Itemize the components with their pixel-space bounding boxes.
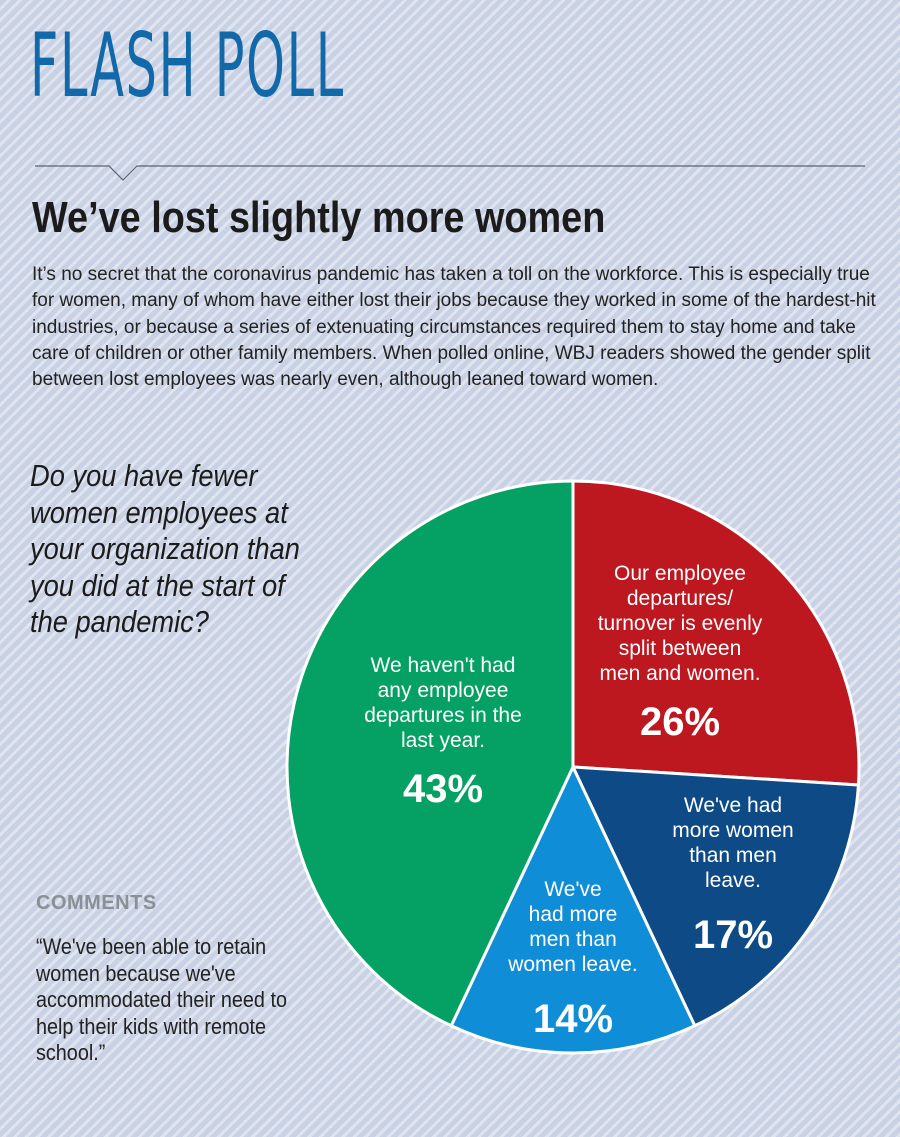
slice-label-line: leave. xyxy=(705,869,761,892)
comment-quote: “We've been able to retain women because… xyxy=(36,934,287,1065)
slice-label: We've had more men than women leave. xyxy=(507,878,638,976)
slice-label-line: than men xyxy=(689,844,777,867)
slice-label-line: departures in the xyxy=(364,704,522,727)
slice-label-line: had more xyxy=(529,903,618,926)
slice-label-line: turnover is evenly xyxy=(598,612,763,635)
slice-label-line: split between xyxy=(619,637,742,660)
comments-heading: COMMENTS xyxy=(36,892,157,914)
slice-label: Our employee departures/turnover is evenl… xyxy=(598,562,763,685)
pie-slice xyxy=(285,479,575,1028)
headline: We’ve lost slightly more women xyxy=(32,193,606,242)
slice-label-line: We've xyxy=(544,878,601,901)
masthead-divider xyxy=(35,165,865,181)
slice-label-line: men than xyxy=(529,928,617,951)
slice-value: 17% xyxy=(693,913,773,957)
pie-slice xyxy=(571,765,860,1028)
poll-question: Do you have fewer women employees at you… xyxy=(30,458,300,639)
slice-label-line: men and women. xyxy=(599,662,760,685)
slice-label-line: We haven't had xyxy=(371,654,516,677)
slice-label-line: We've had xyxy=(684,794,782,817)
slice-label: We've had more women than men leave. xyxy=(672,794,793,892)
pie-slice xyxy=(449,765,697,1055)
slice-label-line: any employee xyxy=(378,679,509,702)
intro-paragraph: It’s no secret that the coronavirus pand… xyxy=(32,264,876,391)
slice-label: We haven't had any employee departures in … xyxy=(364,654,522,752)
slice-value: 26% xyxy=(640,700,720,744)
masthead-title: FLASH POLL xyxy=(30,14,345,117)
slice-label-line: Our employee xyxy=(614,562,746,585)
slice-label-line: women leave. xyxy=(507,953,638,976)
slice-label-line: departures/ xyxy=(627,587,733,610)
slice-label-line: last year. xyxy=(401,729,485,752)
pie-slice xyxy=(571,479,861,787)
slice-value: 43% xyxy=(403,767,483,811)
slice-label-line: more women xyxy=(672,819,793,842)
slice-value: 14% xyxy=(533,997,613,1041)
